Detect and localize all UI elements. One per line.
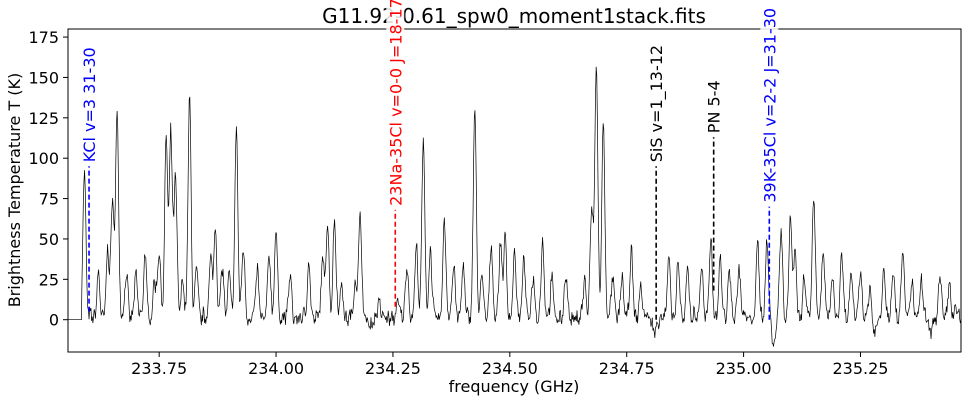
x-tick-label: 235.25 xyxy=(832,359,888,378)
line-marker-label: KCl v=3 31-30 xyxy=(80,47,99,162)
line-marker-label: SiS v=1_13-12 xyxy=(647,45,667,162)
line-marker-label-bg xyxy=(760,5,779,205)
line-marker-label: 23Na-35Cl v=0-0 J=18-17 xyxy=(386,0,405,206)
y-tick-label: 100 xyxy=(28,149,59,168)
y-tick-label: 175 xyxy=(28,28,59,47)
plot-frame xyxy=(67,28,962,353)
spectrum-line xyxy=(68,66,962,347)
y-tick-label: 0 xyxy=(49,311,59,330)
x-axis-label: frequency (GHz) xyxy=(449,377,580,396)
x-tick-label: 234.50 xyxy=(482,359,538,378)
line-marker-label-bg xyxy=(704,78,723,136)
line-marker-label-bg xyxy=(80,45,99,165)
line-marker-label: PN 5-4 xyxy=(705,80,724,133)
y-tick-label: 150 xyxy=(28,68,59,87)
line-marker-label-bg xyxy=(647,42,666,165)
x-tick-label: 234.75 xyxy=(599,359,655,378)
y-tick-label: 50 xyxy=(39,230,59,249)
line-marker-label-bg xyxy=(386,0,405,208)
y-tick-label: 125 xyxy=(28,109,59,128)
x-tick-label: 234.00 xyxy=(248,359,304,378)
y-axis-label: Brightness Temperature T (K) xyxy=(5,73,24,308)
line-marker-label: 39K-35Cl v=2-2 J=31-30 xyxy=(760,8,779,203)
y-tick-label: 25 xyxy=(39,270,59,289)
chart-title: G11.92-0.61_spw0_moment1stack.fits xyxy=(322,4,706,28)
x-tick-label: 234.25 xyxy=(365,359,421,378)
x-tick-label: 233.75 xyxy=(131,359,187,378)
x-tick-label: 235.00 xyxy=(716,359,772,378)
y-tick-label: 75 xyxy=(39,190,59,209)
